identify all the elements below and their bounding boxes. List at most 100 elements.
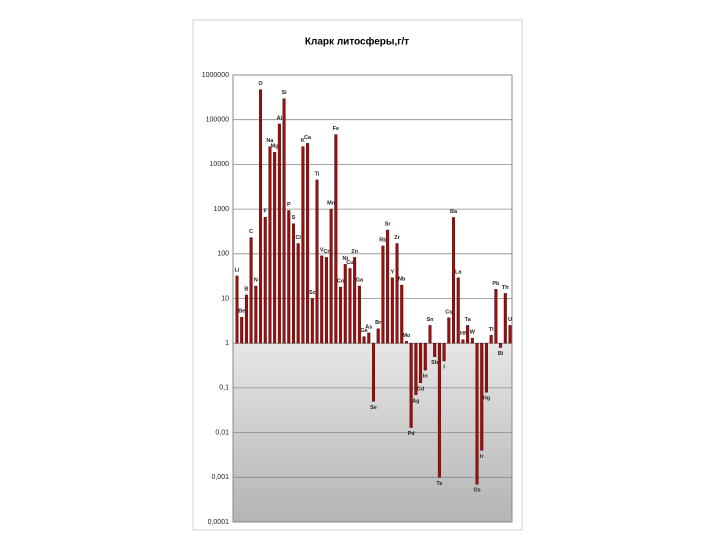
bar: [343, 264, 347, 344]
element-label: Ag: [412, 398, 419, 404]
element-label: I: [443, 364, 445, 370]
bar: [296, 243, 300, 344]
bar: [315, 179, 319, 344]
element-label: Cu: [346, 260, 353, 266]
bar: [484, 343, 488, 393]
bar: [259, 89, 263, 344]
bar: [291, 223, 295, 344]
element-label: Sn: [426, 317, 434, 323]
bar: [461, 339, 465, 344]
element-label: S: [292, 215, 296, 221]
bar: [400, 284, 404, 344]
bar: [324, 257, 328, 344]
bar: [339, 286, 343, 344]
element-label: B: [244, 286, 248, 292]
bar: [499, 343, 503, 348]
y-tick-label: 100: [217, 251, 229, 258]
bar: [404, 341, 408, 344]
element-label: Ta: [465, 317, 472, 323]
bar: [310, 298, 314, 344]
element-label: Sb: [431, 360, 439, 366]
element-label: Bi: [498, 351, 504, 357]
element-label: Ba: [450, 209, 458, 215]
element-label: K: [301, 138, 305, 144]
bar: [470, 337, 474, 344]
y-tick-label: 0,01: [215, 429, 229, 436]
element-label: Hg: [483, 396, 490, 402]
bar: [249, 237, 253, 344]
bar: [503, 293, 507, 344]
bar: [320, 255, 324, 344]
bar: [362, 336, 366, 344]
bar: [376, 328, 380, 344]
bar: [306, 143, 310, 344]
element-label: Mo: [402, 333, 411, 339]
bar: [419, 343, 423, 384]
element-label: Sr: [385, 221, 392, 227]
element-label: Hf: [460, 331, 466, 337]
bar: [390, 277, 394, 344]
bar: [447, 317, 451, 344]
bar: [244, 294, 248, 344]
bar: [235, 275, 239, 344]
bar: [414, 343, 418, 396]
element-label: Zn: [351, 249, 358, 255]
bar: [437, 343, 441, 478]
bar: [386, 229, 390, 344]
y-tick-label: 0,001: [211, 474, 229, 481]
y-tick-label: 0,0001: [208, 519, 230, 526]
element-label: Co: [337, 279, 345, 285]
bar: [409, 343, 413, 428]
bar: [254, 285, 258, 344]
element-label: O: [258, 81, 263, 87]
element-label: Mg: [271, 144, 279, 150]
element-label: Nb: [398, 276, 406, 282]
element-label: N: [254, 277, 258, 283]
bar: [466, 325, 470, 344]
element-label: F: [264, 209, 268, 215]
bar: [423, 343, 427, 371]
element-label: Cl: [295, 235, 301, 241]
element-label: Cr: [323, 249, 330, 255]
element-label: Pb: [492, 281, 500, 287]
y-tick-label: 100000: [206, 117, 229, 124]
bar: [452, 217, 456, 344]
element-label: Ti: [315, 171, 320, 177]
bar: [348, 268, 352, 344]
y-tick-label: 10: [221, 295, 229, 302]
element-label: Ni: [343, 256, 349, 262]
element-label: As: [365, 324, 372, 330]
bar: [367, 332, 371, 344]
bar: [353, 257, 357, 344]
bar: [287, 210, 291, 344]
element-label: Rb: [379, 237, 387, 243]
bar: [475, 343, 479, 485]
element-label: Tl: [489, 327, 494, 333]
element-label: La: [455, 269, 462, 275]
bar: [357, 285, 361, 344]
element-label: Fe: [333, 126, 339, 132]
bar: [442, 343, 446, 362]
element-label: Cd: [417, 386, 424, 392]
chart-title: Кларк литосферы,г/т: [305, 36, 409, 48]
element-label: In: [423, 374, 429, 380]
element-label: Mn: [327, 201, 336, 207]
element-label: Pd: [408, 431, 415, 437]
bar: [268, 146, 272, 344]
element-label: Ca: [304, 135, 312, 141]
bar: [433, 343, 437, 357]
element-label: Te: [436, 481, 442, 487]
element-label: Y: [390, 269, 394, 275]
y-tick-label: 1000000: [202, 72, 229, 79]
element-label: Zr: [394, 235, 400, 241]
element-label: Ge: [360, 328, 367, 334]
bar: [395, 243, 399, 344]
bar: [508, 325, 512, 344]
bar: [480, 343, 484, 451]
y-tick-label: 0,1: [219, 385, 229, 392]
element-label: Ir: [480, 454, 485, 460]
element-label: Si: [281, 90, 287, 96]
bar: [329, 208, 333, 344]
